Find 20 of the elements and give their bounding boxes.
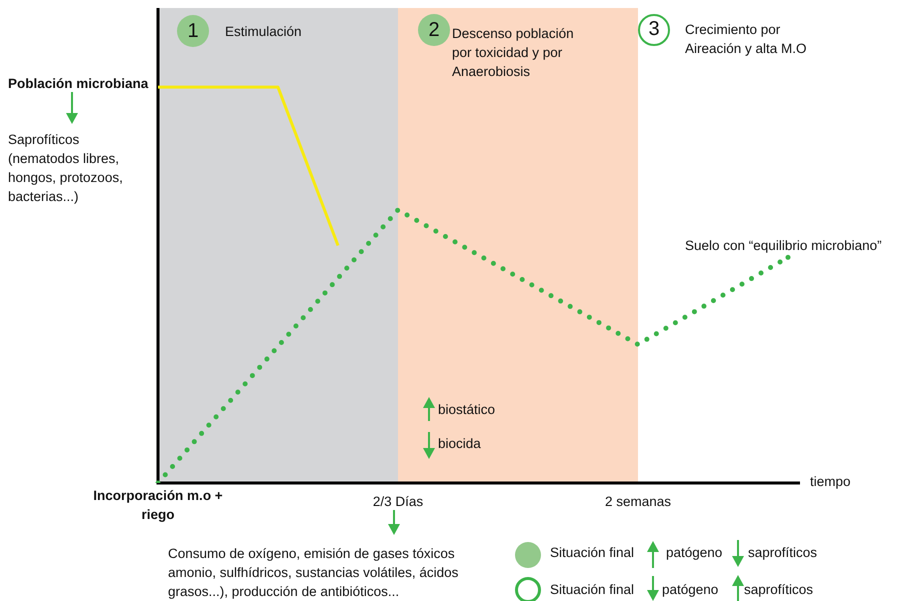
text: saprofíticos [744,581,814,599]
annotation: Suelo con “equilibrio microbiano” [685,237,882,255]
y-axis-title: Población microbiana [8,75,148,93]
x-tick-label: 2 semanas [604,493,672,511]
text: Crecimiento por Aireación y alta M.O [685,21,808,58]
text: Estimulación [225,23,302,41]
x-tick-label: Incorporación m.o + riego [93,487,223,524]
x-axis-title: tiempo [810,473,851,491]
text: patógeno [666,544,722,562]
text: Saprofíticos (nematodos libres, hongos, protozoos, bacterias...) [8,131,124,206]
ring-icon: 3 [638,14,670,46]
text: saprofíticos [748,544,818,562]
text: Situación final [550,544,634,562]
text: Descenso población por toxicidad y por Anaerobiosis [452,25,575,81]
text: Situación final [550,581,634,599]
text: Consumo de oxígeno, emisión de gases tóxicos amonio, sulfhídricos, sustancias volátiles, ácidos grasos...), producción de antibióticos... [168,545,460,601]
text: patógeno [662,581,718,599]
annotation: biocida [438,435,481,453]
annotation: biostático [438,401,496,419]
x-tick-label: 2/3 Días [372,493,424,511]
